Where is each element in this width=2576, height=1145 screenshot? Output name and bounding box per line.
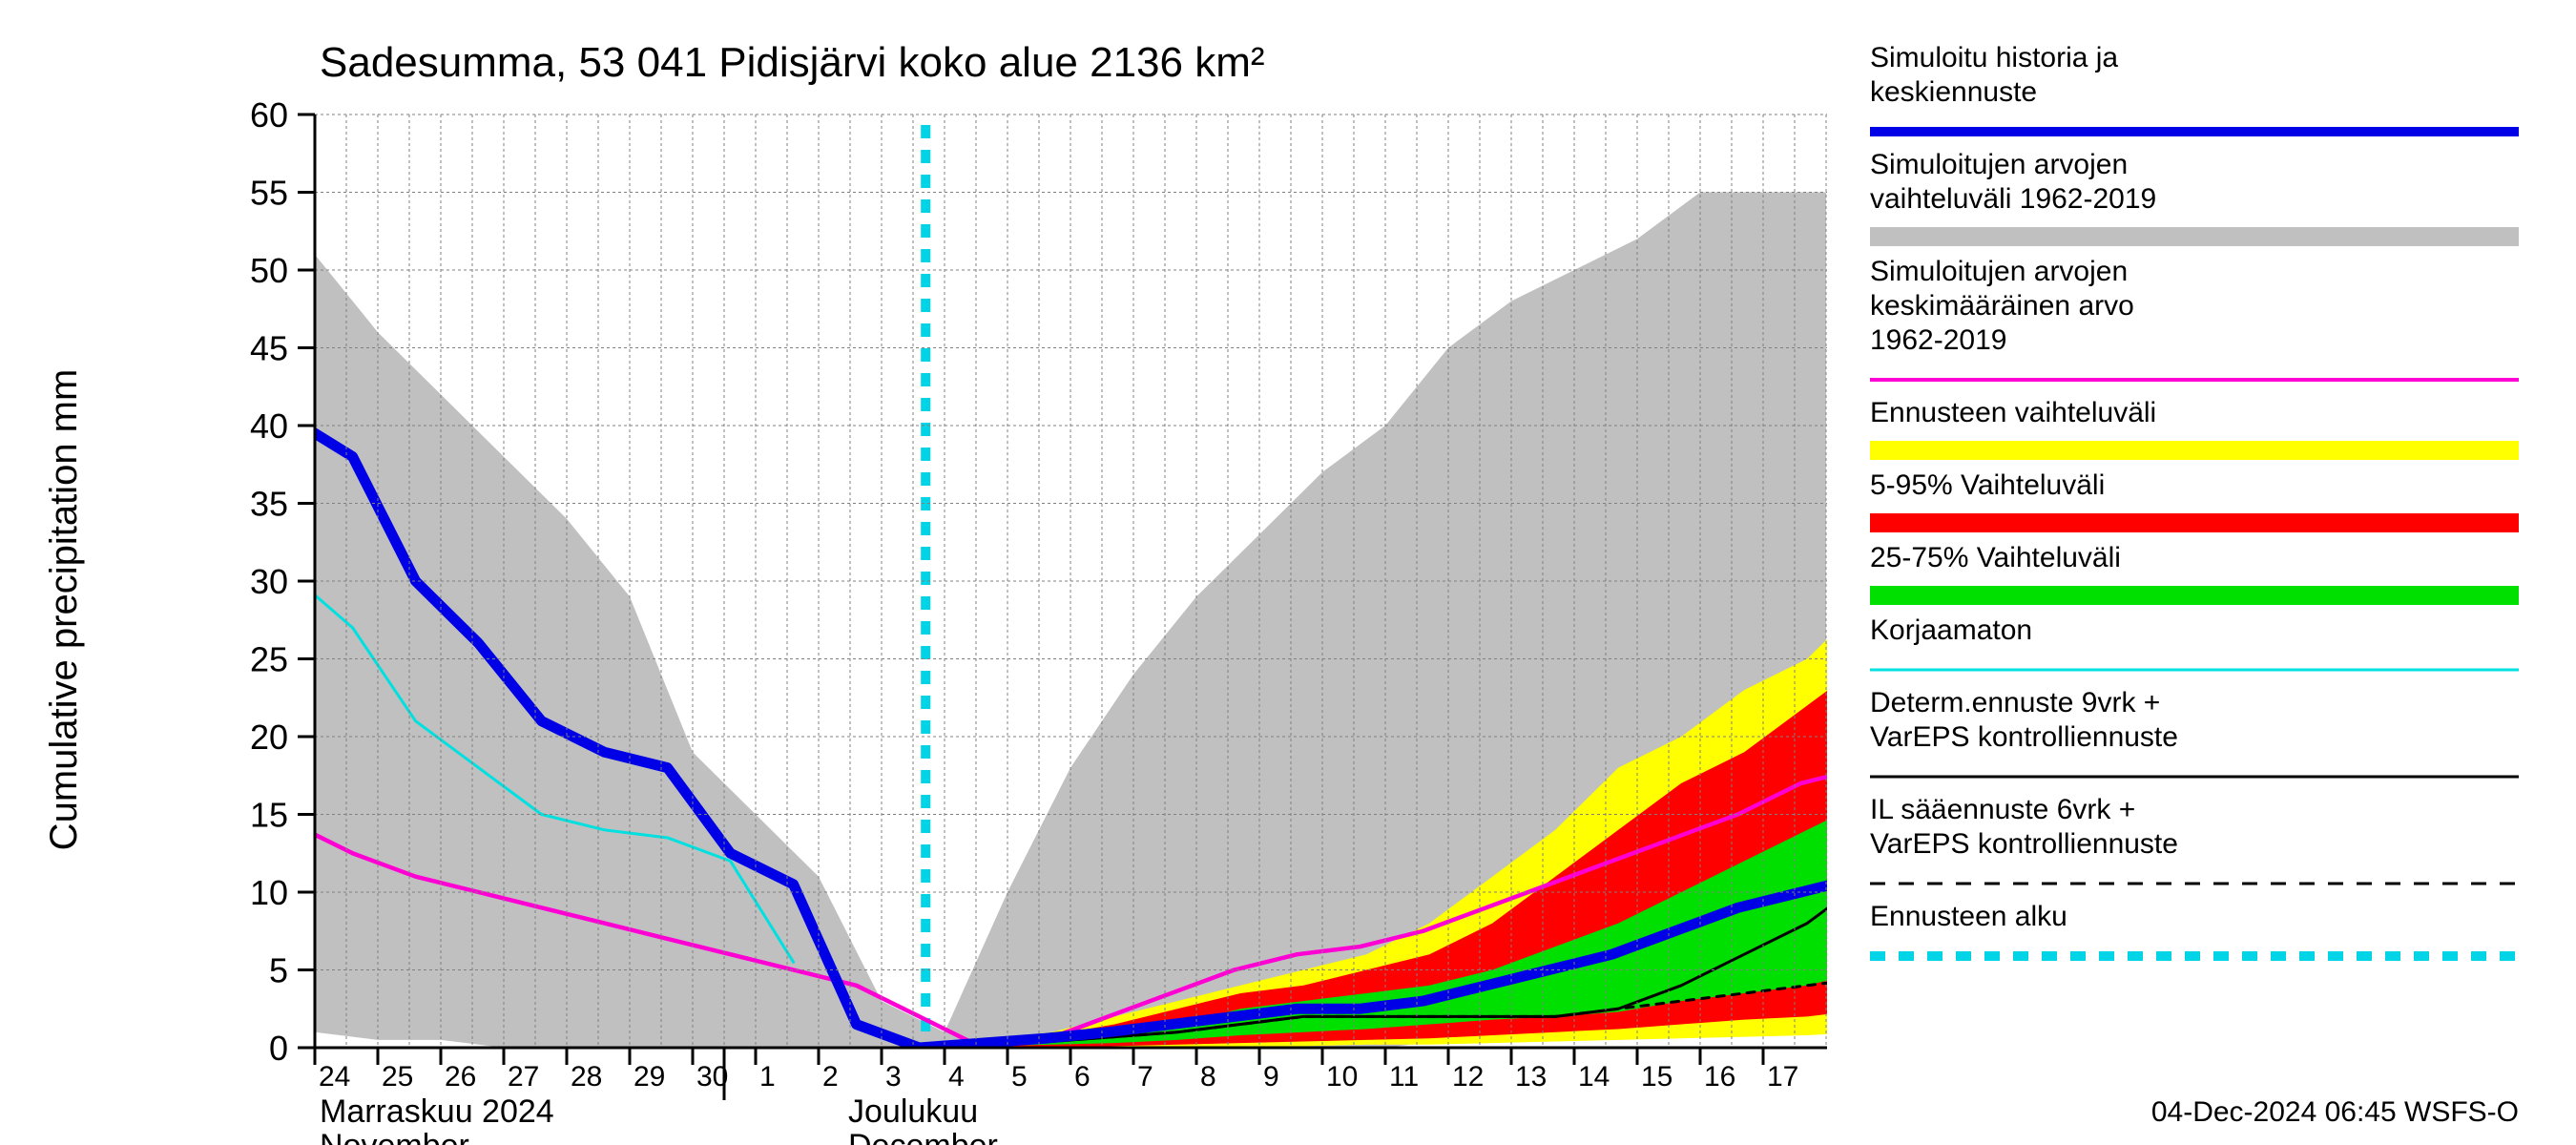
legend-label: VarEPS kontrolliennuste: [1870, 828, 2178, 860]
legend: Simuloitu historia jakeskiennuste Simuloi…: [1870, 42, 2519, 956]
legend-swatch: [1870, 586, 2519, 605]
y-tick-label: 20: [250, 718, 288, 757]
x-tick-label: 8: [1200, 1061, 1216, 1093]
x-tick-label: 11: [1389, 1061, 1419, 1093]
y-axis-label: Cumulative precipitation mm: [43, 369, 85, 851]
timestamp: 04-Dec-2024 06:45 WSFS-O: [2151, 1096, 2519, 1128]
chart-title: Sadesumma, 53 041 Pidisjärvi koko alue 2…: [320, 39, 1265, 86]
x-tick-label: 1: [759, 1061, 776, 1093]
x-tick-label: 9: [1263, 1061, 1279, 1093]
x-tick-label: 13: [1515, 1061, 1547, 1093]
y-tick-label: 5: [269, 951, 288, 990]
x-tick-label: 14: [1578, 1061, 1610, 1093]
legend-label: vaihteluväli 1962-2019: [1870, 183, 2156, 215]
x-tick-label: 7: [1137, 1061, 1153, 1093]
y-tick-label: 10: [250, 873, 288, 912]
x-tick-label: 12: [1452, 1061, 1484, 1093]
x-tick-label: 27: [508, 1061, 539, 1093]
x-tick-label: 4: [948, 1061, 965, 1093]
x-tick-label: 10: [1326, 1061, 1358, 1093]
y-tick-label: 30: [250, 562, 288, 601]
legend-label: Ennusteen vaihteluväli: [1870, 397, 2156, 428]
legend-label: Simuloitu historia ja: [1870, 42, 2118, 73]
y-tick-label: 25: [250, 640, 288, 679]
x-tick-label: 3: [885, 1061, 902, 1093]
y-tick-label: 55: [250, 174, 288, 213]
y-tick-label: 60: [250, 95, 288, 135]
month-right-fi: Joulukuu: [848, 1093, 978, 1130]
y-tick-label: 0: [269, 1029, 288, 1068]
x-tick-label: 17: [1767, 1061, 1798, 1093]
legend-label: keskimääräinen arvo: [1870, 290, 2134, 322]
legend-label: 1962-2019: [1870, 324, 2006, 356]
y-tick-label: 35: [250, 485, 288, 524]
x-tick-label: 25: [382, 1061, 413, 1093]
legend-label: Ennusteen alku: [1870, 901, 2067, 932]
legend-swatch: [1870, 227, 2519, 246]
x-tick-label: 15: [1641, 1061, 1672, 1093]
y-tick-label: 45: [250, 329, 288, 368]
legend-label: 5-95% Vaihteluväli: [1870, 469, 2105, 501]
plot-area: [290, 100, 1871, 1048]
x-tick-label: 6: [1074, 1061, 1091, 1093]
legend-label: VarEPS kontrolliennuste: [1870, 721, 2178, 753]
legend-swatch: [1870, 513, 2519, 532]
x-tick-label: 24: [319, 1061, 350, 1093]
x-tick-label: 26: [445, 1061, 476, 1093]
legend-label: Simuloitujen arvojen: [1870, 149, 2128, 180]
month-right-en: December: [848, 1128, 998, 1145]
x-tick-label: 2: [822, 1061, 839, 1093]
y-tick-label: 40: [250, 406, 288, 446]
x-tick-label: 5: [1011, 1061, 1028, 1093]
x-tick-label: 28: [571, 1061, 602, 1093]
x-tick-label: 29: [634, 1061, 665, 1093]
legend-label: Simuloitujen arvojen: [1870, 256, 2128, 287]
y-tick-label: 15: [250, 796, 288, 835]
chart-svg: 0510152025303540455055602425262728293012…: [0, 0, 2576, 1145]
y-tick-label: 50: [250, 251, 288, 290]
legend-label: IL sääennuste 6vrk +: [1870, 794, 2135, 825]
legend-label: keskiennuste: [1870, 76, 2037, 108]
x-tick-label: 16: [1704, 1061, 1735, 1093]
legend-swatch: [1870, 441, 2519, 460]
chart-container: 0510152025303540455055602425262728293012…: [0, 0, 2576, 1145]
month-left-en: November: [320, 1128, 469, 1145]
legend-label: Korjaamaton: [1870, 614, 2032, 646]
legend-label: 25-75% Vaihteluväli: [1870, 542, 2121, 573]
month-left-fi: Marraskuu 2024: [320, 1093, 554, 1130]
legend-label: Determ.ennuste 9vrk +: [1870, 687, 2160, 718]
